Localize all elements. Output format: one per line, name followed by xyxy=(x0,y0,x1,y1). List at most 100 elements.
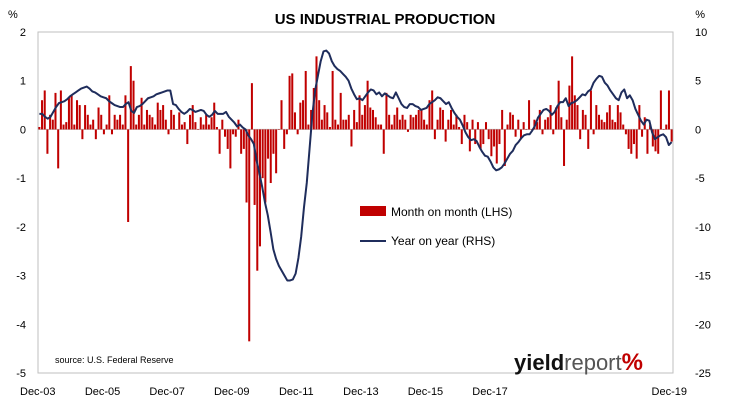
mom-bar xyxy=(493,129,496,147)
mom-bar xyxy=(495,129,498,164)
mom-bar xyxy=(385,92,388,130)
mom-bar xyxy=(452,124,455,130)
mom-bar xyxy=(571,56,574,130)
mom-bar xyxy=(614,122,617,130)
mom-bar xyxy=(137,114,140,130)
mom-bar xyxy=(568,85,571,130)
mom-bar xyxy=(277,129,280,130)
mom-bar xyxy=(275,129,278,174)
mom-bar xyxy=(541,129,544,135)
mom-bar xyxy=(630,129,633,154)
mom-bar xyxy=(100,114,103,130)
mom-bar xyxy=(377,124,380,130)
mom-bar xyxy=(302,100,305,130)
mom-bar xyxy=(662,129,665,130)
mom-bar xyxy=(646,129,649,154)
mom-bar xyxy=(525,129,528,130)
logo-word-report: report xyxy=(564,350,621,375)
mom-bar xyxy=(124,95,127,130)
mom-bar xyxy=(409,114,412,130)
mom-bar xyxy=(129,66,132,130)
mom-bar xyxy=(444,129,447,142)
mom-bar xyxy=(164,119,167,130)
mom-bar xyxy=(415,114,418,130)
mom-bar xyxy=(296,129,299,135)
mom-bar xyxy=(49,114,52,130)
x-tick-label: Dec-07 xyxy=(149,386,184,398)
mom-bar xyxy=(89,124,92,130)
bar-series-month-on-month xyxy=(38,56,673,342)
mom-bar xyxy=(476,122,479,130)
mom-bar xyxy=(514,129,517,137)
mom-bar xyxy=(304,70,307,130)
mom-bar xyxy=(528,100,531,130)
mom-bar xyxy=(347,114,350,130)
mom-bar xyxy=(253,129,256,205)
mom-bar xyxy=(606,112,609,130)
mom-bar xyxy=(285,129,288,135)
left-tick-label: 2 xyxy=(20,27,26,39)
mom-bar xyxy=(288,75,291,130)
mom-bar xyxy=(563,129,566,166)
mom-bar xyxy=(388,114,391,130)
mom-bar xyxy=(299,102,302,130)
mom-bar xyxy=(398,119,401,130)
x-tick-label: Dec-19 xyxy=(652,386,687,398)
right-tick-label: -25 xyxy=(695,368,711,380)
mom-bar xyxy=(57,129,60,169)
mom-bar xyxy=(433,129,436,140)
mom-bar xyxy=(145,109,148,130)
mom-bar xyxy=(471,119,474,130)
right-axis-unit: % xyxy=(695,9,705,21)
mom-bar xyxy=(105,124,108,130)
x-tick-label: Dec-17 xyxy=(472,386,507,398)
mom-bar xyxy=(267,129,270,159)
mom-bar xyxy=(404,119,407,130)
mom-bar xyxy=(218,129,221,154)
mom-bar xyxy=(92,119,95,130)
x-tick-label: Dec-13 xyxy=(343,386,378,398)
mom-bar xyxy=(54,92,57,130)
left-tick-label: -3 xyxy=(16,271,26,283)
mom-bar xyxy=(439,107,442,130)
mom-bar xyxy=(207,124,210,130)
mom-bar xyxy=(78,105,81,130)
line-series-year-on-year xyxy=(39,49,673,282)
mom-bar xyxy=(581,109,584,130)
mom-bar xyxy=(143,124,146,130)
mom-bar xyxy=(323,105,326,130)
mom-bar xyxy=(654,129,657,152)
mom-bar xyxy=(183,122,186,130)
legend: Month on month (LHS) Year on year (RHS) xyxy=(360,205,512,248)
mom-bar xyxy=(345,119,348,130)
mom-bar xyxy=(119,114,122,130)
mom-bar xyxy=(94,129,97,140)
right-tick-label: 0 xyxy=(695,124,701,136)
mom-bar xyxy=(342,119,345,130)
mom-bar xyxy=(240,129,243,154)
mom-bar xyxy=(229,129,232,169)
legend-bar-swatch xyxy=(360,206,386,216)
mom-bar xyxy=(205,114,208,130)
mom-bar xyxy=(202,124,205,130)
left-tick-label: -1 xyxy=(16,173,26,185)
left-axis-unit: % xyxy=(8,9,18,21)
mom-bar xyxy=(258,129,261,247)
mom-bar xyxy=(223,129,227,137)
mom-bar xyxy=(396,107,399,130)
mom-bar xyxy=(511,114,514,130)
x-tick-label: Dec-05 xyxy=(85,386,120,398)
mom-bar xyxy=(374,117,377,130)
mom-bar xyxy=(447,119,450,130)
mom-bar xyxy=(81,129,84,140)
mom-bar xyxy=(132,80,135,130)
mom-bar xyxy=(536,122,539,130)
mom-bar xyxy=(46,129,49,154)
mom-bar xyxy=(248,129,251,342)
mom-bar xyxy=(390,124,393,130)
mom-bar xyxy=(350,129,353,147)
mom-bar xyxy=(116,119,119,130)
right-axis: 10 5 0 -5 -10 -15 -20 -25 xyxy=(695,27,711,380)
mom-bar xyxy=(256,129,259,271)
